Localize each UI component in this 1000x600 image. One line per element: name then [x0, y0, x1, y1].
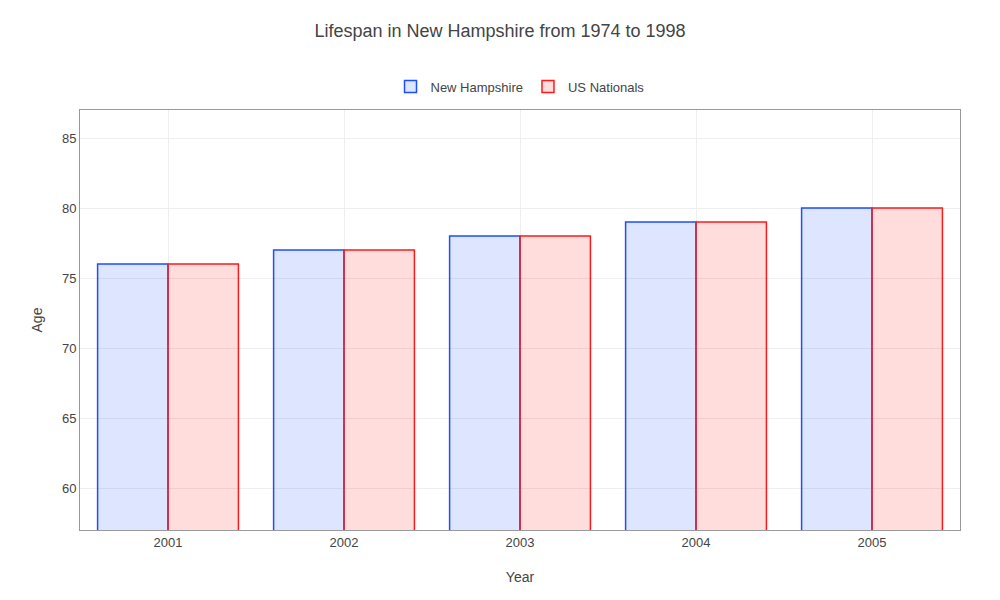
svg-text:2001: 2001 [154, 535, 183, 550]
svg-text:2003: 2003 [506, 535, 535, 550]
svg-text:2004: 2004 [682, 535, 711, 550]
svg-text:2002: 2002 [330, 535, 359, 550]
svg-text:70: 70 [62, 341, 76, 356]
svg-text:85: 85 [62, 131, 76, 146]
svg-text:Lifespan in New Hampshire from: Lifespan in New Hampshire from 1974 to 1… [314, 21, 685, 41]
svg-text:2005: 2005 [858, 535, 887, 550]
svg-text:65: 65 [62, 411, 76, 426]
svg-text:Age: Age [29, 307, 45, 332]
svg-text:New Hampshire: New Hampshire [431, 80, 523, 95]
svg-text:60: 60 [62, 481, 76, 496]
svg-text:75: 75 [62, 271, 76, 286]
svg-text:Year: Year [506, 569, 535, 585]
svg-text:US Nationals: US Nationals [568, 80, 644, 95]
svg-text:80: 80 [62, 201, 76, 216]
